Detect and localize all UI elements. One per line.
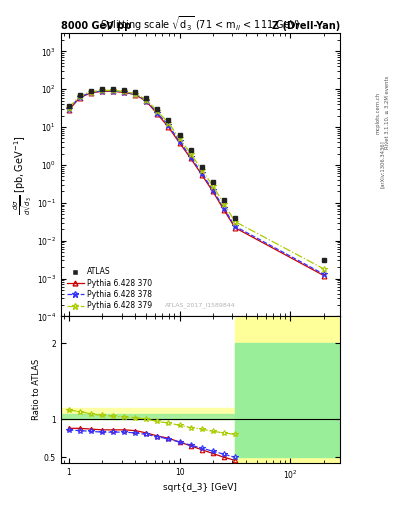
Legend: ATLAS, Pythia 6.428 370, Pythia 6.428 378, Pythia 6.428 379: ATLAS, Pythia 6.428 370, Pythia 6.428 37… <box>65 265 154 312</box>
Text: mcplots.cern.ch: mcplots.cern.ch <box>376 92 380 134</box>
Text: [arXiv:1306.3436]: [arXiv:1306.3436] <box>380 140 385 188</box>
Text: ATLAS_2017_I1589844: ATLAS_2017_I1589844 <box>165 302 236 308</box>
Text: 8000 GeV pp: 8000 GeV pp <box>61 20 131 31</box>
Text: Rivet 3.1.10, ≥ 3.2M events: Rivet 3.1.10, ≥ 3.2M events <box>385 76 390 150</box>
Y-axis label: $\frac{d\sigma}{d\sqrt{d_{3}}}\ \mathrm{[pb,GeV^{-1}]}$: $\frac{d\sigma}{d\sqrt{d_{3}}}\ \mathrm{… <box>12 135 35 215</box>
Y-axis label: Ratio to ATLAS: Ratio to ATLAS <box>32 359 41 420</box>
Title: Splitting scale $\sqrt{\mathregular{d_3}}$ (71 < m$_{ll}$ < 111 GeV): Splitting scale $\sqrt{\mathregular{d_3}… <box>100 14 301 33</box>
X-axis label: sqrt{d_3} [GeV]: sqrt{d_3} [GeV] <box>163 483 237 493</box>
Text: Z (Drell-Yan): Z (Drell-Yan) <box>272 20 340 31</box>
